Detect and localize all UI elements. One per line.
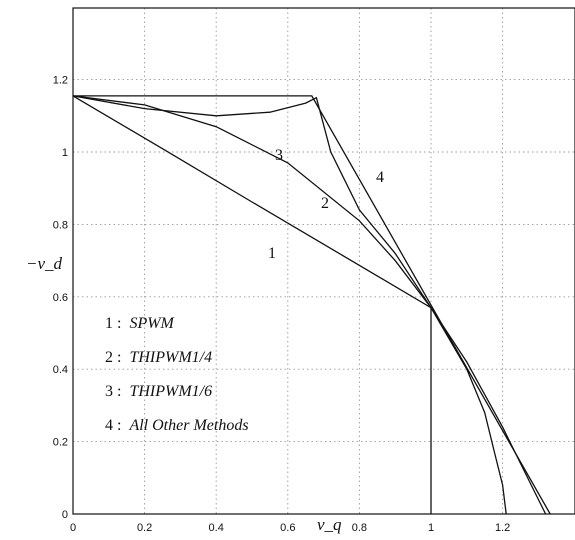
legend-entry-3: 3 : THIPWM1/6 — [105, 383, 212, 400]
legend: 1 : SPWM 2 : THIPWM1/4 3 : THIPWM1/6 4 :… — [105, 315, 249, 434]
legend-entry-1: 1 : SPWM — [105, 315, 176, 332]
legend-entry-4: 4 : All Other Methods — [105, 417, 249, 434]
legend-num: 1 : — [105, 315, 121, 332]
legend-text: All Other Methods — [128, 417, 248, 434]
curve-label-3: 3 — [275, 147, 283, 164]
y-tick-label: 0.6 — [53, 292, 68, 304]
x-tick-label: 0.8 — [352, 522, 367, 534]
curve-label-4: 4 — [376, 169, 384, 186]
series-line-3 — [72, 95, 547, 515]
y-tick-label: 0.8 — [53, 219, 68, 231]
legend-num: 2 : — [105, 349, 121, 366]
legend-num: 3 : — [105, 383, 121, 400]
legend-text: SPWM — [129, 315, 175, 332]
y-tick-label: 1.2 — [53, 75, 68, 87]
legend-text: THIPWM1/6 — [129, 383, 212, 400]
x-tick-label: 0 — [70, 522, 76, 534]
y-tick-label: 1 — [62, 147, 68, 159]
y-tick-label: 0.2 — [53, 437, 68, 449]
x-axis-label: v_q — [317, 515, 342, 534]
curve-label-1: 1 — [268, 245, 276, 262]
y-tick-label: 0.4 — [53, 364, 68, 376]
series-line-1 — [72, 95, 432, 514]
x-tick-label: 1 — [428, 522, 434, 534]
x-tick-label: 0.4 — [209, 522, 224, 534]
legend-entry-2: 2 : THIPWM1/4 — [105, 349, 212, 366]
x-tick-label: 0.6 — [280, 522, 295, 534]
series-line-4 — [73, 95, 551, 515]
tick-labels: 0 0.2 0.4 0.6 0.8 1 1.2 0 0.2 0.4 0.6 0.8 1 1.2 — [53, 75, 511, 534]
curve-label-2: 2 — [321, 195, 329, 212]
series-line-2 — [72, 95, 507, 515]
x-tick-label: 0.2 — [137, 522, 152, 534]
legend-text: THIPWM1/4 — [129, 349, 212, 366]
y-axis-label: −v_d — [26, 254, 63, 273]
legend-num: 4 : — [105, 417, 121, 434]
plot-frame — [72, 7, 575, 515]
y-tick-label: 0 — [62, 509, 68, 521]
x-tick-label: 1.2 — [495, 522, 510, 534]
curves — [72, 95, 551, 515]
grid — [73, 8, 575, 514]
